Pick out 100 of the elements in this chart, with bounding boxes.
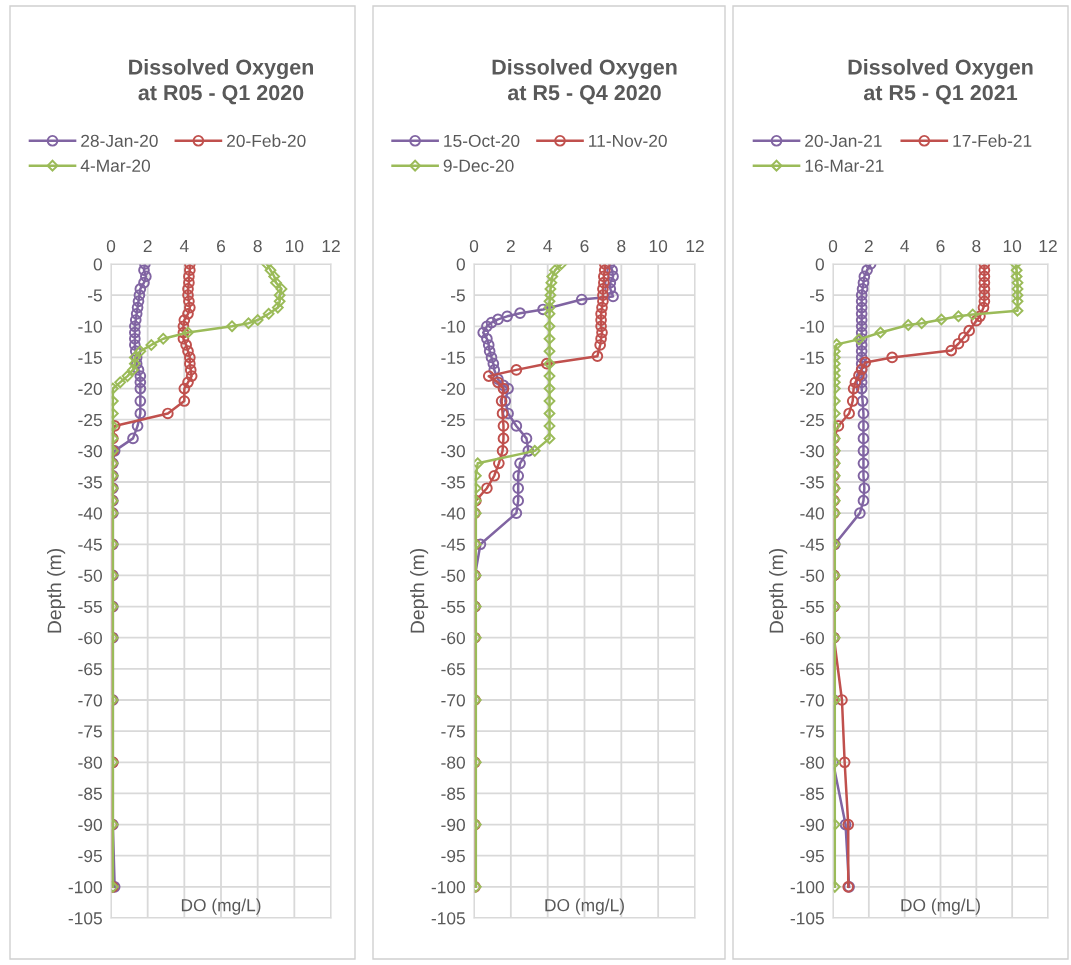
legend-label: 15-Oct-20	[444, 134, 520, 148]
x-tick-label: 12	[1039, 239, 1057, 253]
point	[543, 307, 556, 320]
x-axis-title: DO (mg/L)	[901, 898, 980, 915]
y-tick-label: -55	[78, 600, 102, 614]
y-tick-label: -15	[800, 351, 824, 364]
y-tick-label: -20	[800, 382, 824, 396]
x-tick-label: 2	[864, 239, 873, 253]
point	[861, 264, 873, 277]
point	[963, 324, 975, 337]
y-tick-label: -95	[441, 849, 465, 863]
point	[549, 264, 561, 277]
point	[182, 283, 194, 295]
y-tick-label: -5	[88, 289, 102, 302]
y-tick-label: -25	[800, 413, 824, 427]
y-tick-label: -10	[78, 320, 102, 333]
point	[512, 494, 525, 507]
point	[833, 338, 843, 351]
point	[242, 317, 255, 330]
y-tick-label: -5	[810, 289, 824, 302]
point	[271, 301, 284, 314]
point	[131, 301, 144, 314]
point	[858, 270, 871, 283]
y-tick-label: -45	[441, 538, 465, 551]
y-tick-label: 0	[815, 258, 824, 271]
point	[595, 332, 607, 345]
y-tick-label: -100	[431, 881, 465, 894]
point	[514, 307, 526, 320]
point	[595, 314, 607, 326]
point	[857, 276, 870, 289]
y-tick-label: -75	[800, 725, 824, 738]
point	[134, 345, 147, 358]
legend-label: 4-Mar-20	[80, 159, 151, 172]
point	[134, 283, 147, 295]
point	[598, 270, 610, 283]
point	[606, 264, 618, 277]
point	[184, 351, 196, 364]
point	[138, 276, 150, 289]
point	[183, 270, 195, 283]
point	[537, 303, 549, 316]
y-tick-label: -45	[800, 538, 824, 551]
point	[886, 351, 898, 364]
point	[952, 337, 965, 350]
point	[978, 289, 991, 301]
point	[543, 432, 556, 445]
point	[133, 289, 146, 301]
point	[856, 283, 869, 295]
point	[132, 295, 145, 308]
point	[598, 276, 610, 289]
point	[495, 395, 508, 407]
y-tick-label: -15	[78, 351, 102, 364]
point	[132, 364, 145, 376]
y-tick-label: -55	[800, 600, 824, 614]
point	[855, 339, 868, 351]
point	[127, 364, 139, 376]
point	[591, 350, 604, 363]
point	[543, 395, 556, 407]
y-tick-label: -70	[78, 694, 102, 707]
y-tick-label: -100	[790, 881, 824, 894]
point	[596, 301, 608, 314]
point	[264, 264, 277, 277]
y-tick-label: -40	[441, 507, 465, 520]
y-tick-label: -80	[441, 756, 465, 769]
point	[857, 445, 870, 457]
point	[496, 445, 509, 457]
point	[978, 264, 991, 277]
point	[482, 339, 495, 351]
point	[129, 326, 141, 339]
y-tick-label: -75	[78, 725, 102, 738]
y-tick-label: -60	[800, 631, 824, 645]
y-tick-label: -100	[68, 881, 102, 894]
point	[157, 332, 170, 345]
point	[270, 276, 282, 289]
point	[485, 316, 498, 329]
y-tick-label: -95	[800, 849, 824, 863]
point	[857, 457, 870, 470]
point	[184, 357, 196, 370]
chart-title: Dissolved Oxygen at R5 - Q4 2020	[492, 58, 677, 105]
y-tick-label: -80	[800, 756, 824, 769]
point	[855, 320, 868, 333]
point	[607, 270, 619, 283]
y-tick-label: -60	[78, 631, 102, 645]
point	[481, 482, 493, 495]
x-tick-label: 2	[143, 239, 152, 253]
point	[127, 432, 139, 445]
x-tick-label: 10	[649, 239, 668, 253]
point	[184, 364, 197, 376]
point	[488, 364, 501, 376]
y-tick-label: -75	[441, 725, 465, 738]
point	[502, 407, 514, 420]
y-tick-label: -10	[800, 320, 824, 333]
point	[492, 313, 504, 326]
x-tick-label: 8	[972, 239, 981, 253]
point	[546, 270, 559, 283]
x-tick-label: 0	[469, 239, 479, 253]
point	[251, 314, 264, 326]
point	[129, 314, 142, 326]
point	[855, 314, 868, 326]
point	[485, 351, 498, 364]
point	[488, 469, 501, 482]
